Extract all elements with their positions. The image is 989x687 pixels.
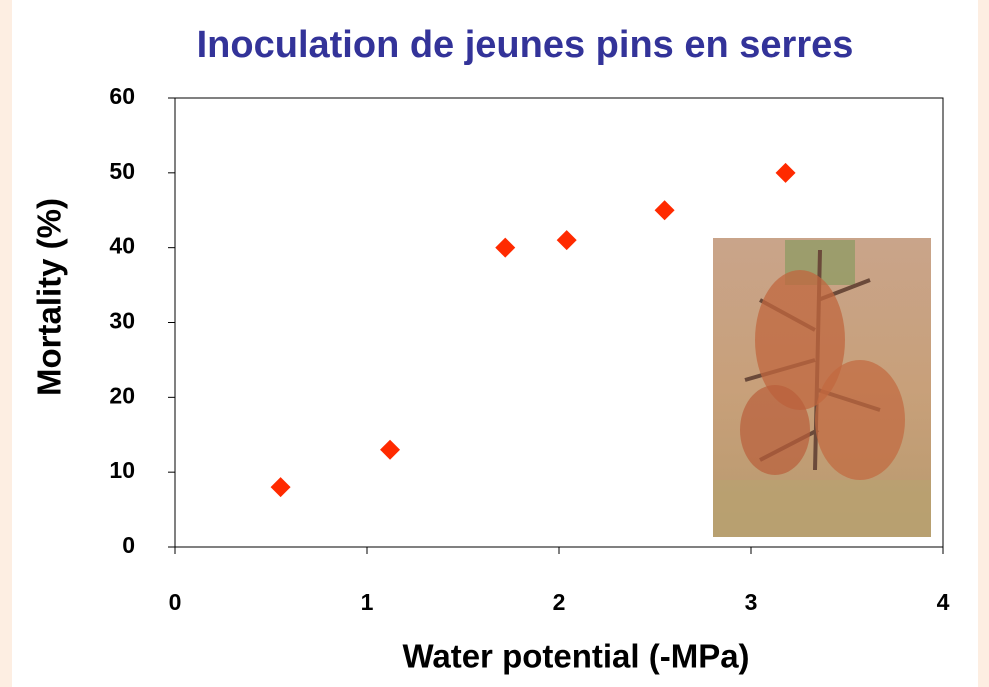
y-tick-label: 20	[109, 382, 135, 408]
x-tick-label: 3	[745, 589, 758, 615]
x-tick-label: 4	[937, 589, 950, 615]
point	[380, 439, 401, 460]
y-tick-label: 50	[109, 158, 135, 184]
y-axis-title: Mortality (%)	[31, 198, 68, 396]
point	[775, 162, 796, 183]
y-tick-label: 0	[122, 532, 135, 558]
point	[654, 200, 675, 221]
point	[495, 237, 516, 258]
x-tick-label: 2	[553, 589, 566, 615]
point	[270, 477, 291, 498]
x-axis-title: Water potential (-MPa)	[402, 638, 749, 675]
y-tick-label: 40	[109, 233, 135, 259]
photo	[713, 238, 931, 537]
chart-title: Inoculation de jeunes pins en serres	[197, 24, 854, 66]
point	[556, 230, 577, 251]
y-tick-label: 10	[109, 457, 135, 483]
y-tick-label: 60	[109, 83, 135, 109]
x-tick-label: 0	[169, 589, 182, 615]
x-tick-label: 1	[361, 589, 374, 615]
y-tick-label: 30	[109, 308, 135, 334]
